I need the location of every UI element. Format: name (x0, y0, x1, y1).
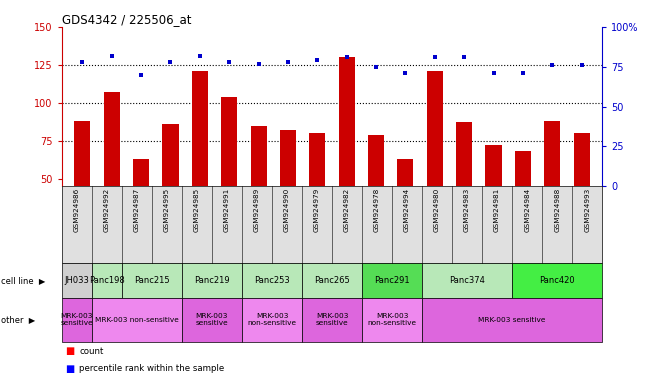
Text: Panc253: Panc253 (254, 276, 290, 285)
Bar (221, 97, 238, 255)
Text: GSM924987: GSM924987 (134, 188, 140, 232)
Text: GSM924991: GSM924991 (224, 188, 230, 232)
Text: Panc291: Panc291 (374, 276, 410, 285)
Text: GDS4342 / 225506_at: GDS4342 / 225506_at (62, 13, 191, 26)
Text: MRK-003
sensitive: MRK-003 sensitive (195, 313, 229, 326)
Bar (104, 92, 120, 255)
Text: Panc420: Panc420 (539, 276, 575, 285)
Text: GSM924994: GSM924994 (404, 188, 410, 232)
Text: percentile rank within the sample: percentile rank within the sample (79, 364, 225, 373)
Text: GSM924981: GSM924981 (494, 188, 500, 232)
Bar (280, 130, 296, 255)
Text: GSM924984: GSM924984 (524, 188, 530, 232)
Text: Panc374: Panc374 (449, 276, 485, 285)
Text: other  ▶: other ▶ (1, 315, 35, 324)
Text: GSM924982: GSM924982 (344, 188, 350, 232)
Text: GSM924988: GSM924988 (554, 188, 560, 232)
Text: Panc219: Panc219 (194, 276, 230, 285)
Text: JH033: JH033 (64, 276, 89, 285)
Text: GSM924995: GSM924995 (164, 188, 170, 232)
Text: MRK-003 non-sensitive: MRK-003 non-sensitive (95, 317, 179, 323)
Bar (544, 121, 561, 255)
Bar (74, 121, 90, 255)
Text: GSM924978: GSM924978 (374, 188, 380, 232)
Bar (133, 159, 149, 255)
Text: GSM924993: GSM924993 (584, 188, 590, 232)
Text: GSM924980: GSM924980 (434, 188, 440, 232)
Text: ■: ■ (65, 364, 74, 374)
Text: GSM924990: GSM924990 (284, 188, 290, 232)
Text: count: count (79, 347, 104, 356)
Text: Panc265: Panc265 (314, 276, 350, 285)
Text: Panc198: Panc198 (89, 276, 125, 285)
Bar (309, 133, 326, 255)
Text: Panc215: Panc215 (134, 276, 170, 285)
Text: MRK-003
sensitive: MRK-003 sensitive (316, 313, 348, 326)
Text: GSM924979: GSM924979 (314, 188, 320, 232)
Text: MRK-003 sensitive: MRK-003 sensitive (478, 317, 546, 323)
Text: GSM924986: GSM924986 (74, 188, 80, 232)
Bar (456, 122, 472, 255)
Text: MRK-003
non-sensitive: MRK-003 non-sensitive (247, 313, 296, 326)
Bar (486, 145, 502, 255)
Bar (397, 159, 413, 255)
Text: ■: ■ (65, 346, 74, 356)
Bar (426, 71, 443, 255)
Bar (339, 57, 355, 255)
Text: GSM924983: GSM924983 (464, 188, 470, 232)
Bar (368, 135, 384, 255)
Bar (251, 126, 267, 255)
Bar (192, 71, 208, 255)
Text: MRK-003
non-sensitive: MRK-003 non-sensitive (368, 313, 417, 326)
Text: cell line  ▶: cell line ▶ (1, 276, 45, 285)
Text: GSM924989: GSM924989 (254, 188, 260, 232)
Text: GSM924992: GSM924992 (104, 188, 110, 232)
Text: MRK-003
sensitive: MRK-003 sensitive (61, 313, 93, 326)
Bar (574, 133, 590, 255)
Bar (515, 151, 531, 255)
Bar (162, 124, 178, 255)
Text: GSM924985: GSM924985 (194, 188, 200, 232)
